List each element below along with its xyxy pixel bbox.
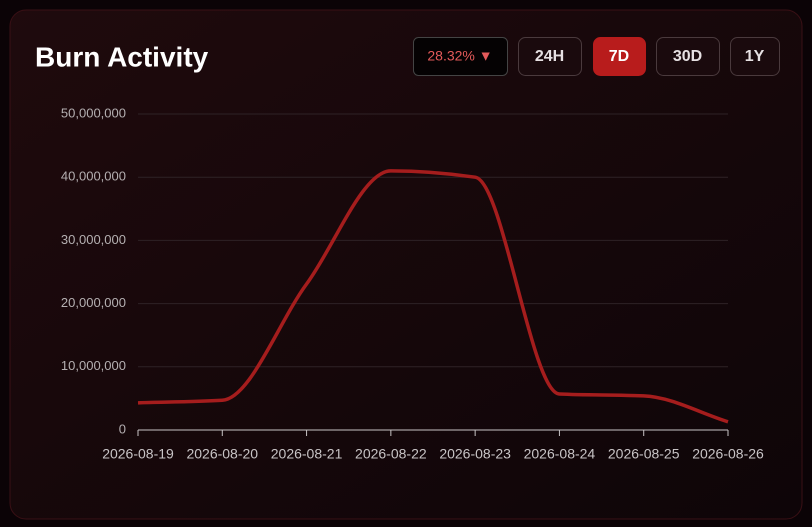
y-tick-label: 40,000,000 [61, 169, 126, 184]
x-tick-label: 2026-08-24 [524, 446, 596, 462]
range-button[interactable] [518, 37, 582, 76]
y-tick-label: 50,000,000 [61, 105, 126, 120]
range-button-label[interactable]: 7D [609, 48, 629, 65]
x-tick-label: 2026-08-22 [355, 446, 427, 462]
range-button-label[interactable]: 1Y [745, 48, 765, 65]
y-tick-label: 30,000,000 [61, 232, 126, 247]
y-tick-label: 20,000,000 [61, 295, 126, 310]
x-tick-label: 2026-08-20 [186, 446, 258, 462]
range-button-label[interactable]: 30D [673, 48, 702, 65]
change-badge: 28.32% ▼ [413, 37, 508, 76]
x-tick-label: 2026-08-25 [608, 446, 680, 462]
data-line [137, 169, 729, 424]
range-button[interactable] [730, 37, 780, 76]
chart-title: Burn Activity [35, 41, 209, 72]
card [9, 9, 803, 520]
badge-text: 28.32% ▼ [427, 48, 492, 64]
range-button-label[interactable]: 24H [535, 48, 564, 65]
x-tick-label: 2026-08-21 [271, 446, 343, 462]
y-tick-label: 0 [119, 421, 126, 436]
x-tick-label: 2026-08-23 [439, 446, 511, 462]
x-tick-label: 2026-08-19 [102, 446, 174, 462]
range-button[interactable] [593, 37, 646, 76]
y-tick-label: 10,000,000 [61, 358, 126, 373]
badge-box [413, 37, 508, 76]
x-tick-label: 2026-08-26 [692, 446, 764, 462]
range-button[interactable] [656, 37, 720, 76]
